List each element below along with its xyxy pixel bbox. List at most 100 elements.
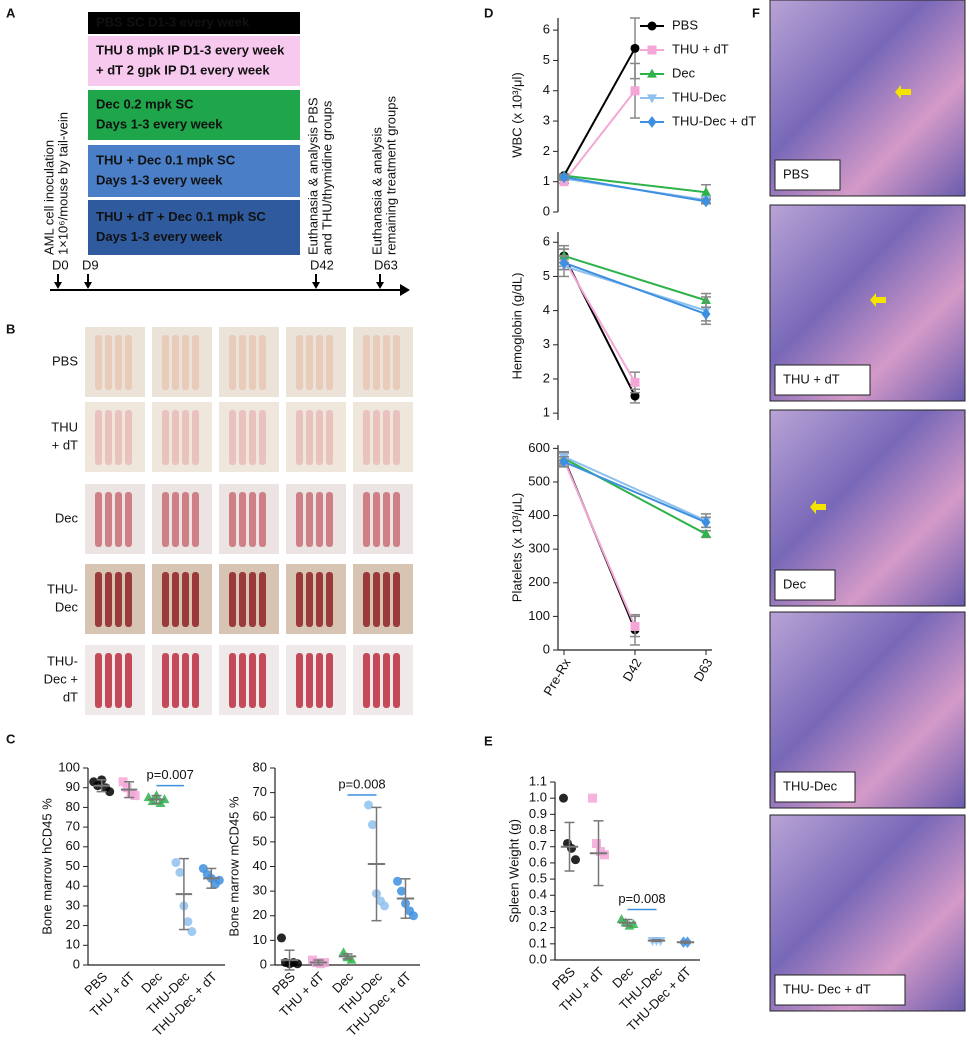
row-label: dT [63,689,78,704]
y-tick-label: 2 [543,370,550,385]
y-tick-label: 4 [543,302,550,317]
point [183,917,193,927]
y-tick-label: 0.9 [529,806,547,821]
bone [172,653,179,708]
point [364,800,373,810]
point [175,867,185,877]
y-tick-label: 60 [253,809,267,824]
bone [172,335,179,390]
y-tick-label: 40 [253,858,267,873]
timeline-arrowhead [400,284,410,296]
y-axis-title: Spleen Weight (g) [506,819,521,923]
y-axis-title: Bone marrow hCD45 % [39,798,54,935]
bone [326,572,333,627]
point [409,911,418,921]
bone [182,492,189,547]
row-label: THU- [47,581,78,596]
bone [373,572,380,627]
point [630,377,640,387]
day-arrowhead [54,282,62,289]
point [277,933,286,943]
y-tick-label: 600 [528,440,550,455]
series-line [563,261,707,315]
legend-label: THU + dT [672,41,729,56]
bone [383,572,390,627]
point [647,116,657,128]
panel-label: B [6,321,15,336]
legend-label: PBS [672,17,698,32]
point [701,516,711,529]
series-line [563,455,707,522]
bone [162,572,169,627]
bone [249,653,256,708]
histology-label-box [774,159,841,191]
series-line [563,460,707,524]
row-label: Dec [55,510,79,525]
bone [125,492,132,547]
y-tick-label: 3 [543,336,550,351]
bone [192,653,199,708]
y-tick-label: 3 [543,113,550,128]
p-value: p=0.008 [618,891,665,906]
bone [316,492,323,547]
point [592,838,601,848]
y-tick-label: 30 [253,883,267,898]
point [171,858,181,868]
bone [162,492,169,547]
y-tick-label: 300 [528,541,550,556]
series-line [563,176,707,203]
event-text: remaining treatment groups [383,96,398,255]
point [701,528,711,538]
panel-label: E [484,733,493,748]
y-tick-label: 2 [543,143,550,158]
point [630,43,640,53]
regimen-box [88,12,300,34]
bone [182,335,189,390]
bone [192,492,199,547]
arrow [895,85,911,99]
bone [125,653,132,708]
legend-label: THU-Dec + dT [672,113,756,128]
y-tick-label: 0.4 [529,887,547,902]
y-tick-label: 0 [543,203,550,218]
histology-label: THU-Dec [783,778,838,793]
point [293,959,302,969]
bone [316,410,323,465]
y-tick-label: 400 [528,507,550,522]
row-label: THU [51,419,78,434]
y-axis-title: Hemoglobin (g/dL) [509,273,524,380]
bone [259,492,266,547]
y-tick-label: 4 [543,82,550,97]
bone [296,653,303,708]
bone [229,410,236,465]
y-tick-label: 20 [66,917,80,932]
point [559,793,568,803]
y-tick-label: 20 [253,907,267,922]
row-label: Dec + [44,671,78,686]
row-label: THU- [47,653,78,668]
histology-label-box [774,569,836,601]
bone [172,492,179,547]
y-tick-label: 500 [528,473,550,488]
bone [326,410,333,465]
bone [363,572,370,627]
bone [172,572,179,627]
point [559,256,569,269]
y-tick-label: 6 [543,234,550,249]
bone [162,410,169,465]
bone [259,653,266,708]
bone [172,410,179,465]
series-line [563,459,636,627]
bone [95,492,102,547]
bone [383,410,390,465]
bone [373,335,380,390]
y-tick-label: 10 [66,937,80,952]
day-label: D42 [310,257,334,272]
bone [95,653,102,708]
point [630,391,640,401]
bone [326,492,333,547]
histology-label-box [774,974,906,1006]
y-tick-label: 40 [66,878,80,893]
row-label: Dec [55,599,79,614]
point [630,86,640,96]
